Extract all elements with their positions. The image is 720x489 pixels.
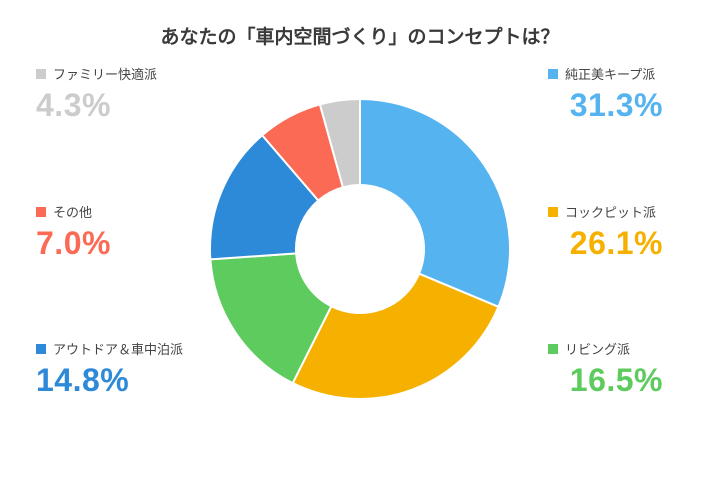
legend-percent: 31.3%: [569, 87, 663, 123]
legend-percent: 14.8%: [36, 362, 130, 398]
legend-label: 純正美キープ派: [565, 68, 656, 83]
legend-percent: 26.1%: [569, 225, 663, 261]
legend-percent: 4.3%: [36, 87, 111, 123]
legend-item-other: その他 7.0%: [36, 202, 111, 262]
legend-item-living: リビング派 16.5%: [548, 339, 663, 399]
legend-swatch: [36, 68, 46, 79]
donut-slice-5: [318, 97, 361, 189]
donut-slice-3: [209, 133, 320, 261]
legend-swatch: [36, 206, 46, 217]
donut-slice-0: [359, 97, 511, 309]
legend-label: リビング派: [565, 343, 631, 358]
legend-item-junsei: 純正美キープ派 31.3%: [548, 64, 663, 124]
legend-swatch: [36, 343, 46, 354]
donut-slice-2: [209, 252, 333, 385]
legend-item-cockpit: コックピット派 26.1%: [548, 202, 663, 262]
legend-item-family: ファミリー快適派 4.3%: [36, 64, 157, 124]
legend-label: コックピット派: [565, 206, 657, 221]
legend-label: アウトドア＆車中泊派: [53, 343, 184, 358]
legend-swatch: [548, 206, 558, 217]
donut-slice-1: [291, 272, 500, 400]
legend-label: ファミリー快適派: [53, 68, 158, 83]
legend-percent: 7.0%: [36, 225, 111, 261]
legend-item-outdoor: アウトドア＆車中泊派 14.8%: [36, 339, 183, 399]
legend-swatch: [548, 343, 558, 354]
legend-swatch: [548, 68, 558, 79]
legend-label: その他: [53, 206, 93, 221]
legend-percent: 16.5%: [569, 362, 663, 398]
chart-title: あなたの「車内空間づくり」のコンセプトは？: [160, 26, 560, 48]
